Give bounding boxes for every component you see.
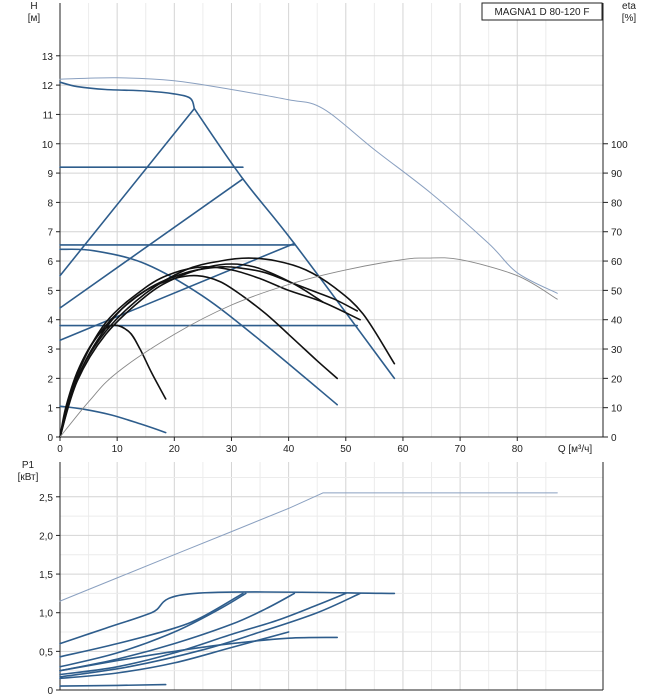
eta-tick-label: 20 bbox=[611, 374, 623, 385]
head-curve-0 bbox=[59, 81, 196, 110]
x-tick-labels: 0 10 20 30 40 50 60 70 80 bbox=[57, 437, 523, 455]
head-y-tick-label: 10 bbox=[42, 140, 54, 151]
efficiency-curve-17 bbox=[59, 257, 558, 438]
head-curve-1 bbox=[193, 107, 396, 380]
power-axis-lines bbox=[59, 462, 604, 691]
head-y-tick-label: 11 bbox=[43, 110, 54, 121]
head-y-tick-label: 13 bbox=[42, 52, 54, 63]
power-y-tick-label: 2,5 bbox=[39, 493, 53, 504]
eta-tick-label: 90 bbox=[611, 169, 623, 180]
head-y-tick-label: 3 bbox=[47, 345, 53, 356]
power-plot: 0 0,5 1,0 1,5 2,0 2,5 bbox=[39, 462, 604, 697]
power-y-tick-label: 1,5 bbox=[39, 570, 53, 581]
head-curve-9 bbox=[59, 405, 167, 434]
head-curve-10 bbox=[59, 77, 558, 294]
head-curve-6 bbox=[59, 178, 244, 309]
power-curve-8 bbox=[59, 631, 290, 680]
power-y-tick-label: 2,0 bbox=[39, 531, 53, 542]
head-y-tick-label: 4 bbox=[47, 316, 53, 327]
head-y-tick-label: 12 bbox=[42, 81, 54, 92]
power-curve-0 bbox=[59, 492, 558, 602]
efficiency-curve-13 bbox=[59, 265, 358, 438]
power-y-tick-label: 1,0 bbox=[39, 609, 53, 620]
eta-tick-label: 60 bbox=[611, 257, 623, 268]
head-y-tick-label: 6 bbox=[47, 257, 53, 268]
power-curve-7 bbox=[59, 636, 338, 672]
power-y-tick-labels: 0 0,5 1,0 1,5 2,0 2,5 bbox=[39, 493, 60, 697]
head-grid bbox=[59, 3, 603, 438]
efficiency-curve-16 bbox=[59, 266, 361, 438]
x-tick-label: 80 bbox=[512, 444, 524, 455]
head-axis-label: H bbox=[30, 1, 37, 12]
power-curve-2 bbox=[59, 592, 244, 658]
x-tick-label: 70 bbox=[455, 444, 467, 455]
power-curve-6 bbox=[59, 592, 361, 678]
eta-tick-label: 30 bbox=[611, 345, 623, 356]
head-y-tick-label: 1 bbox=[47, 404, 53, 415]
power-curve-4 bbox=[59, 592, 296, 672]
x-tick-label: 40 bbox=[283, 444, 295, 455]
x-tick-label: 20 bbox=[169, 444, 181, 455]
chart-title: MAGNA1 D 80-120 F bbox=[494, 7, 589, 18]
head-curve-5 bbox=[59, 107, 196, 277]
power-curve-1 bbox=[59, 591, 396, 645]
head-axis-lines bbox=[59, 3, 604, 438]
flow-axis-label: Q [м³/ч] bbox=[558, 444, 593, 455]
head-y-tick-label: 2 bbox=[47, 374, 53, 385]
eta-tick-label: 80 bbox=[611, 198, 623, 209]
head-y-tick-label: 0 bbox=[47, 433, 53, 444]
head-curve-7 bbox=[59, 242, 296, 342]
head-y-tick-label: 5 bbox=[47, 286, 53, 297]
power-axis-unit: [кВт] bbox=[18, 472, 39, 483]
eta-axis-unit: [%] bbox=[622, 13, 637, 24]
power-curve-3 bbox=[59, 592, 247, 668]
power-axis-label: P1 bbox=[22, 460, 35, 471]
head-y-tick-label: 7 bbox=[47, 228, 53, 239]
eta-tick-label: 100 bbox=[611, 140, 628, 151]
head-series bbox=[59, 77, 558, 438]
efficiency-curve-14 bbox=[59, 257, 396, 438]
eta-tick-label: 0 bbox=[611, 433, 617, 444]
power-series bbox=[59, 492, 558, 687]
x-tick-label: 10 bbox=[112, 444, 124, 455]
eta-tick-label: 70 bbox=[611, 228, 623, 239]
power-y-tick-label: 0,5 bbox=[39, 647, 53, 658]
title-box bbox=[481, 2, 603, 21]
power-curve-5 bbox=[59, 592, 347, 676]
eta-axis-label: eta bbox=[622, 1, 636, 12]
x-tick-label: 0 bbox=[57, 444, 63, 455]
head-y2-tick-labels: 0 10 20 30 40 50 60 70 80 90 100 bbox=[603, 140, 628, 444]
head-y-tick-label: 9 bbox=[47, 169, 53, 180]
x-tick-label: 60 bbox=[397, 444, 409, 455]
x-tick-label: 30 bbox=[226, 444, 238, 455]
head-y-tick-label: 8 bbox=[47, 198, 53, 209]
eta-tick-label: 50 bbox=[611, 286, 623, 297]
power-curve-9 bbox=[59, 683, 167, 687]
power-y-tick-label: 0 bbox=[47, 686, 53, 697]
head-curve-8 bbox=[59, 248, 338, 406]
eta-tick-label: 40 bbox=[611, 316, 623, 327]
x-tick-label: 50 bbox=[340, 444, 352, 455]
eta-tick-label: 10 bbox=[611, 404, 623, 415]
head-axis-unit: [м] bbox=[28, 13, 41, 24]
